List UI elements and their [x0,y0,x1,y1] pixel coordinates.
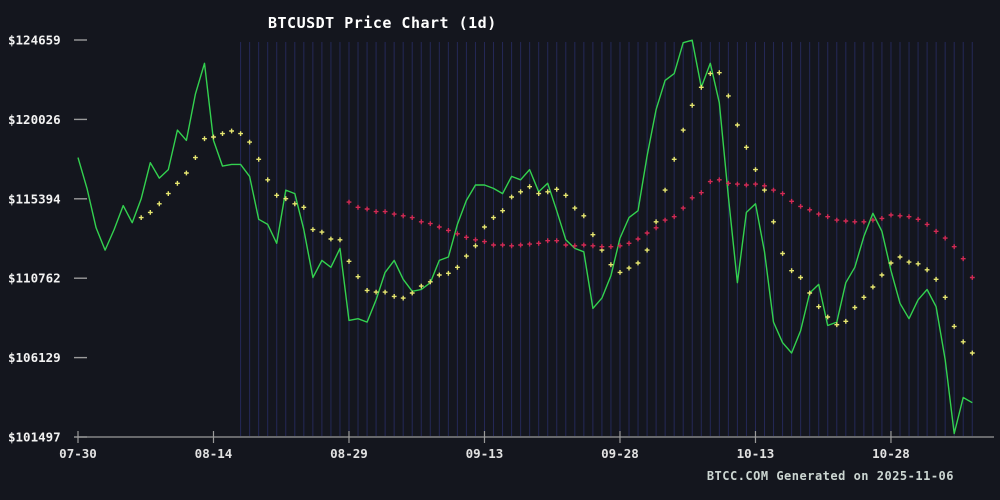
x-axis-label: 07-30 [59,446,97,461]
yellow-plus-series [138,70,975,356]
price-line [77,39,973,435]
chart-title: BTCUSDT Price Chart (1d) [268,14,497,32]
x-axis-label: 10-28 [872,446,910,461]
x-axis-label: 09-13 [466,446,504,461]
x-axis-label: 09-28 [601,446,639,461]
y-axis-label: $110762 [8,271,61,286]
y-axis-label: $120026 [8,112,61,127]
y-axis-label: $106129 [8,350,61,365]
y-axis-label: $124659 [8,33,61,48]
y-axis-label: $101497 [8,430,61,445]
red-plus-series [346,177,975,280]
x-axis-label: 08-14 [195,446,233,461]
x-axis-label: 08-29 [330,446,368,461]
y-axis-label: $115394 [8,191,61,206]
x-axis-label: 10-13 [737,446,775,461]
footer-text: BTCC.COM Generated on 2025-11-06 [706,469,954,483]
